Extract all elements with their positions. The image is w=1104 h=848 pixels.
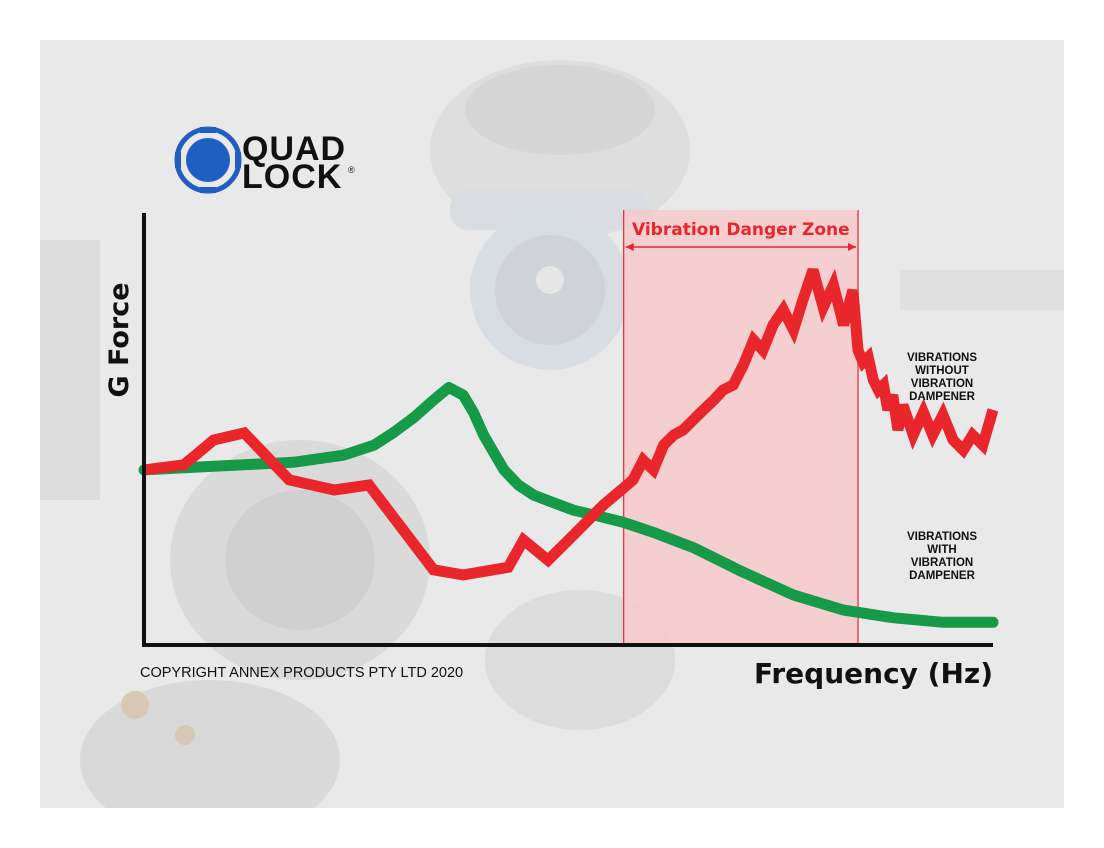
y-axis-label: G Force [104,282,135,397]
chart-panel: Vibration Danger Zone G Force Frequency … [40,40,1064,808]
x-axis-label: Frequency (Hz) [754,657,993,690]
legend-line: VIBRATIONS [907,531,977,543]
legend-line: VIBRATIONS [907,352,977,364]
legend-line: DAMPENER [909,570,976,582]
legend-line: VIBRATION [911,378,973,390]
logo-registered-mark: ® [348,165,355,175]
legend-line: WITHOUT [915,365,969,377]
danger-zone-arrowhead-right [848,243,857,251]
series-without-dampener-legend: VIBRATIONS WITHOUT VIBRATION DAMPENER [907,352,977,403]
quad-lock-logo-mark-icon [174,126,242,194]
series-without-dampener-line [143,268,999,581]
danger-zone-arrowhead-left [625,243,634,251]
quad-lock-logo: QUAD LOCK ® [174,126,355,196]
logo-text-line2: LOCK [242,158,342,196]
danger-zone-label: Vibration Danger Zone [632,220,850,240]
series-with-dampener-legend: VIBRATIONS WITH VIBRATION DAMPENER [907,531,977,582]
legend-line: VIBRATION [911,557,973,569]
legend-line: DAMPENER [909,391,976,403]
danger-zone-band [623,210,859,645]
legend-line: WITH [927,544,956,556]
chart-svg: Vibration Danger Zone G Force Frequency … [104,126,999,690]
series-with-dampener-line [138,382,999,628]
logo-text-line1: QUAD [242,130,346,168]
copyright-text: COPYRIGHT ANNEX PRODUCTS PTY LTD 2020 [140,665,463,681]
